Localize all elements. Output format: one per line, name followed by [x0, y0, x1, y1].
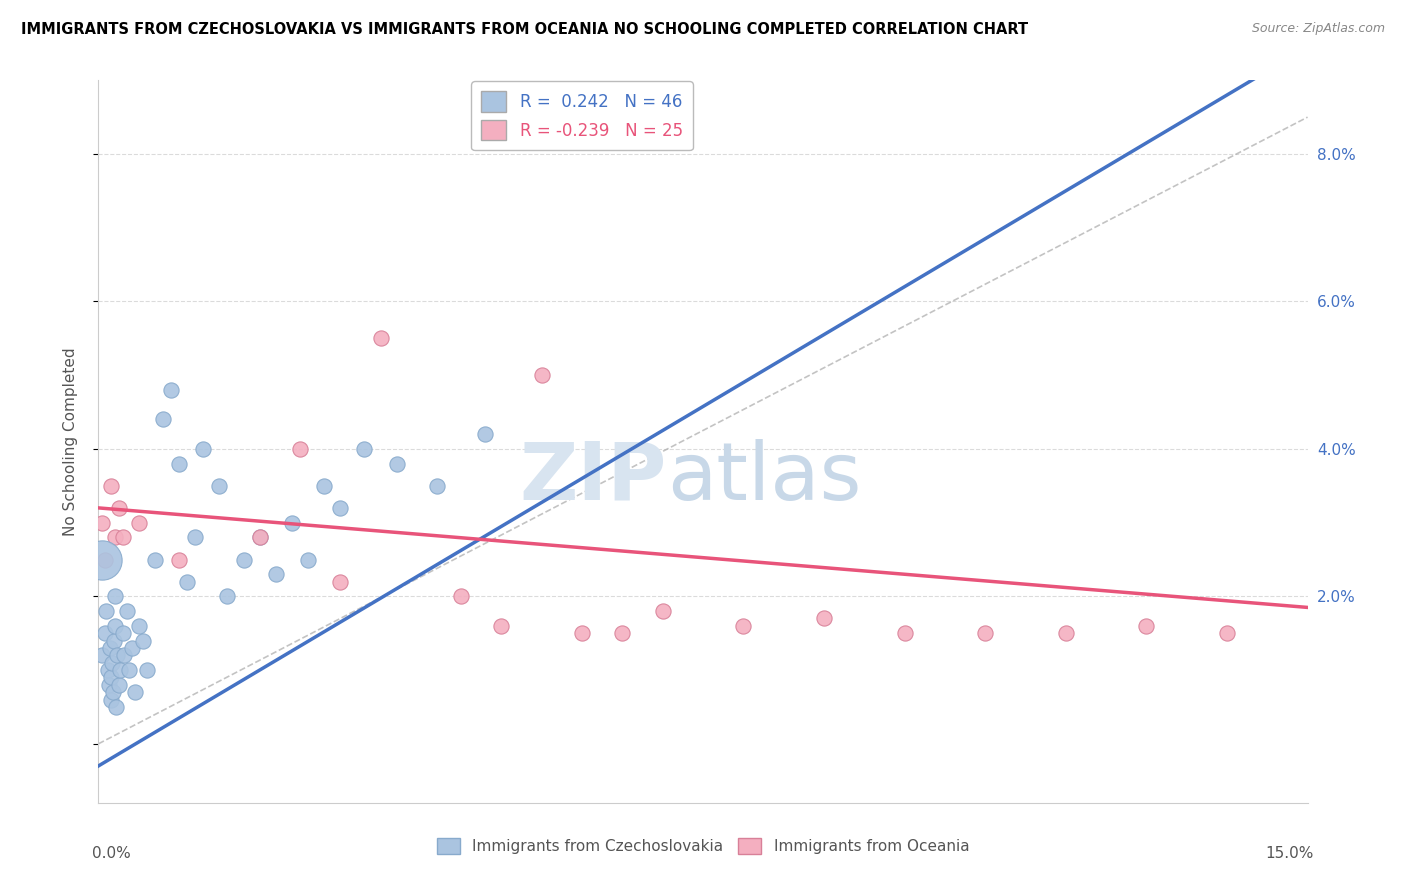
Point — [1054, 626, 1077, 640]
Text: IMMIGRANTS FROM CZECHOSLOVAKIA VS IMMIGRANTS FROM OCEANIA NO SCHOOLING COMPLETED: IMMIGRANTS FROM CZECHOSLOVAKIA VS IMMIGR… — [21, 22, 1028, 37]
Point — [103, 619, 125, 633]
Text: atlas: atlas — [666, 439, 860, 516]
Legend: R =  0.242   N = 46, R = -0.239   N = 25: R = 0.242 N = 46, R = -0.239 N = 25 — [471, 81, 693, 151]
Point — [530, 368, 553, 383]
Point — [98, 640, 121, 655]
Point — [103, 530, 125, 544]
Point — [232, 552, 254, 566]
Point — [249, 530, 271, 544]
Point — [353, 442, 375, 456]
Point — [184, 530, 207, 544]
Point — [249, 530, 271, 544]
Point — [1216, 626, 1239, 640]
Point — [104, 590, 127, 604]
Point — [107, 500, 129, 515]
Point — [108, 663, 131, 677]
Point — [96, 604, 118, 618]
Point — [297, 552, 319, 566]
Point — [91, 516, 114, 530]
Point — [100, 479, 122, 493]
Point — [100, 692, 122, 706]
Point — [733, 619, 755, 633]
Point — [101, 685, 124, 699]
Point — [111, 530, 134, 544]
Point — [281, 516, 304, 530]
Point — [450, 590, 472, 604]
Point — [426, 479, 449, 493]
Point — [101, 656, 124, 670]
Point — [105, 648, 128, 663]
Point — [217, 590, 239, 604]
Point — [128, 619, 150, 633]
Point — [167, 552, 190, 566]
Point — [103, 633, 125, 648]
Point — [571, 626, 593, 640]
Point — [612, 626, 634, 640]
Point — [107, 678, 129, 692]
Point — [651, 604, 673, 618]
Point — [893, 626, 915, 640]
Point — [329, 574, 352, 589]
Point — [112, 648, 135, 663]
Point — [124, 685, 146, 699]
Point — [94, 626, 117, 640]
Point — [94, 552, 117, 566]
Point — [176, 574, 198, 589]
Point — [193, 442, 215, 456]
Point — [115, 604, 138, 618]
Y-axis label: No Schooling Completed: No Schooling Completed — [63, 347, 77, 536]
Point — [143, 552, 166, 566]
Point — [100, 670, 122, 684]
Point — [105, 700, 128, 714]
Text: ZIP: ZIP — [519, 439, 666, 516]
Point — [370, 331, 392, 345]
Point — [121, 640, 143, 655]
Text: 0.0%: 0.0% — [93, 847, 131, 861]
Point — [474, 427, 496, 442]
Point — [813, 611, 835, 625]
Point — [91, 648, 114, 663]
Point — [385, 457, 408, 471]
Point — [118, 663, 141, 677]
Point — [132, 633, 155, 648]
Point — [97, 663, 120, 677]
Point — [208, 479, 231, 493]
Point — [1135, 619, 1157, 633]
Point — [111, 626, 134, 640]
Point — [152, 412, 174, 426]
Point — [160, 383, 183, 397]
Point — [329, 500, 352, 515]
Point — [135, 663, 157, 677]
Text: 15.0%: 15.0% — [1265, 847, 1313, 861]
Point — [167, 457, 190, 471]
Point — [264, 567, 287, 582]
Point — [91, 552, 114, 566]
Point — [491, 619, 513, 633]
Point — [314, 479, 336, 493]
Point — [128, 516, 150, 530]
Point — [97, 678, 120, 692]
Point — [288, 442, 311, 456]
Text: Source: ZipAtlas.com: Source: ZipAtlas.com — [1251, 22, 1385, 36]
Point — [974, 626, 997, 640]
